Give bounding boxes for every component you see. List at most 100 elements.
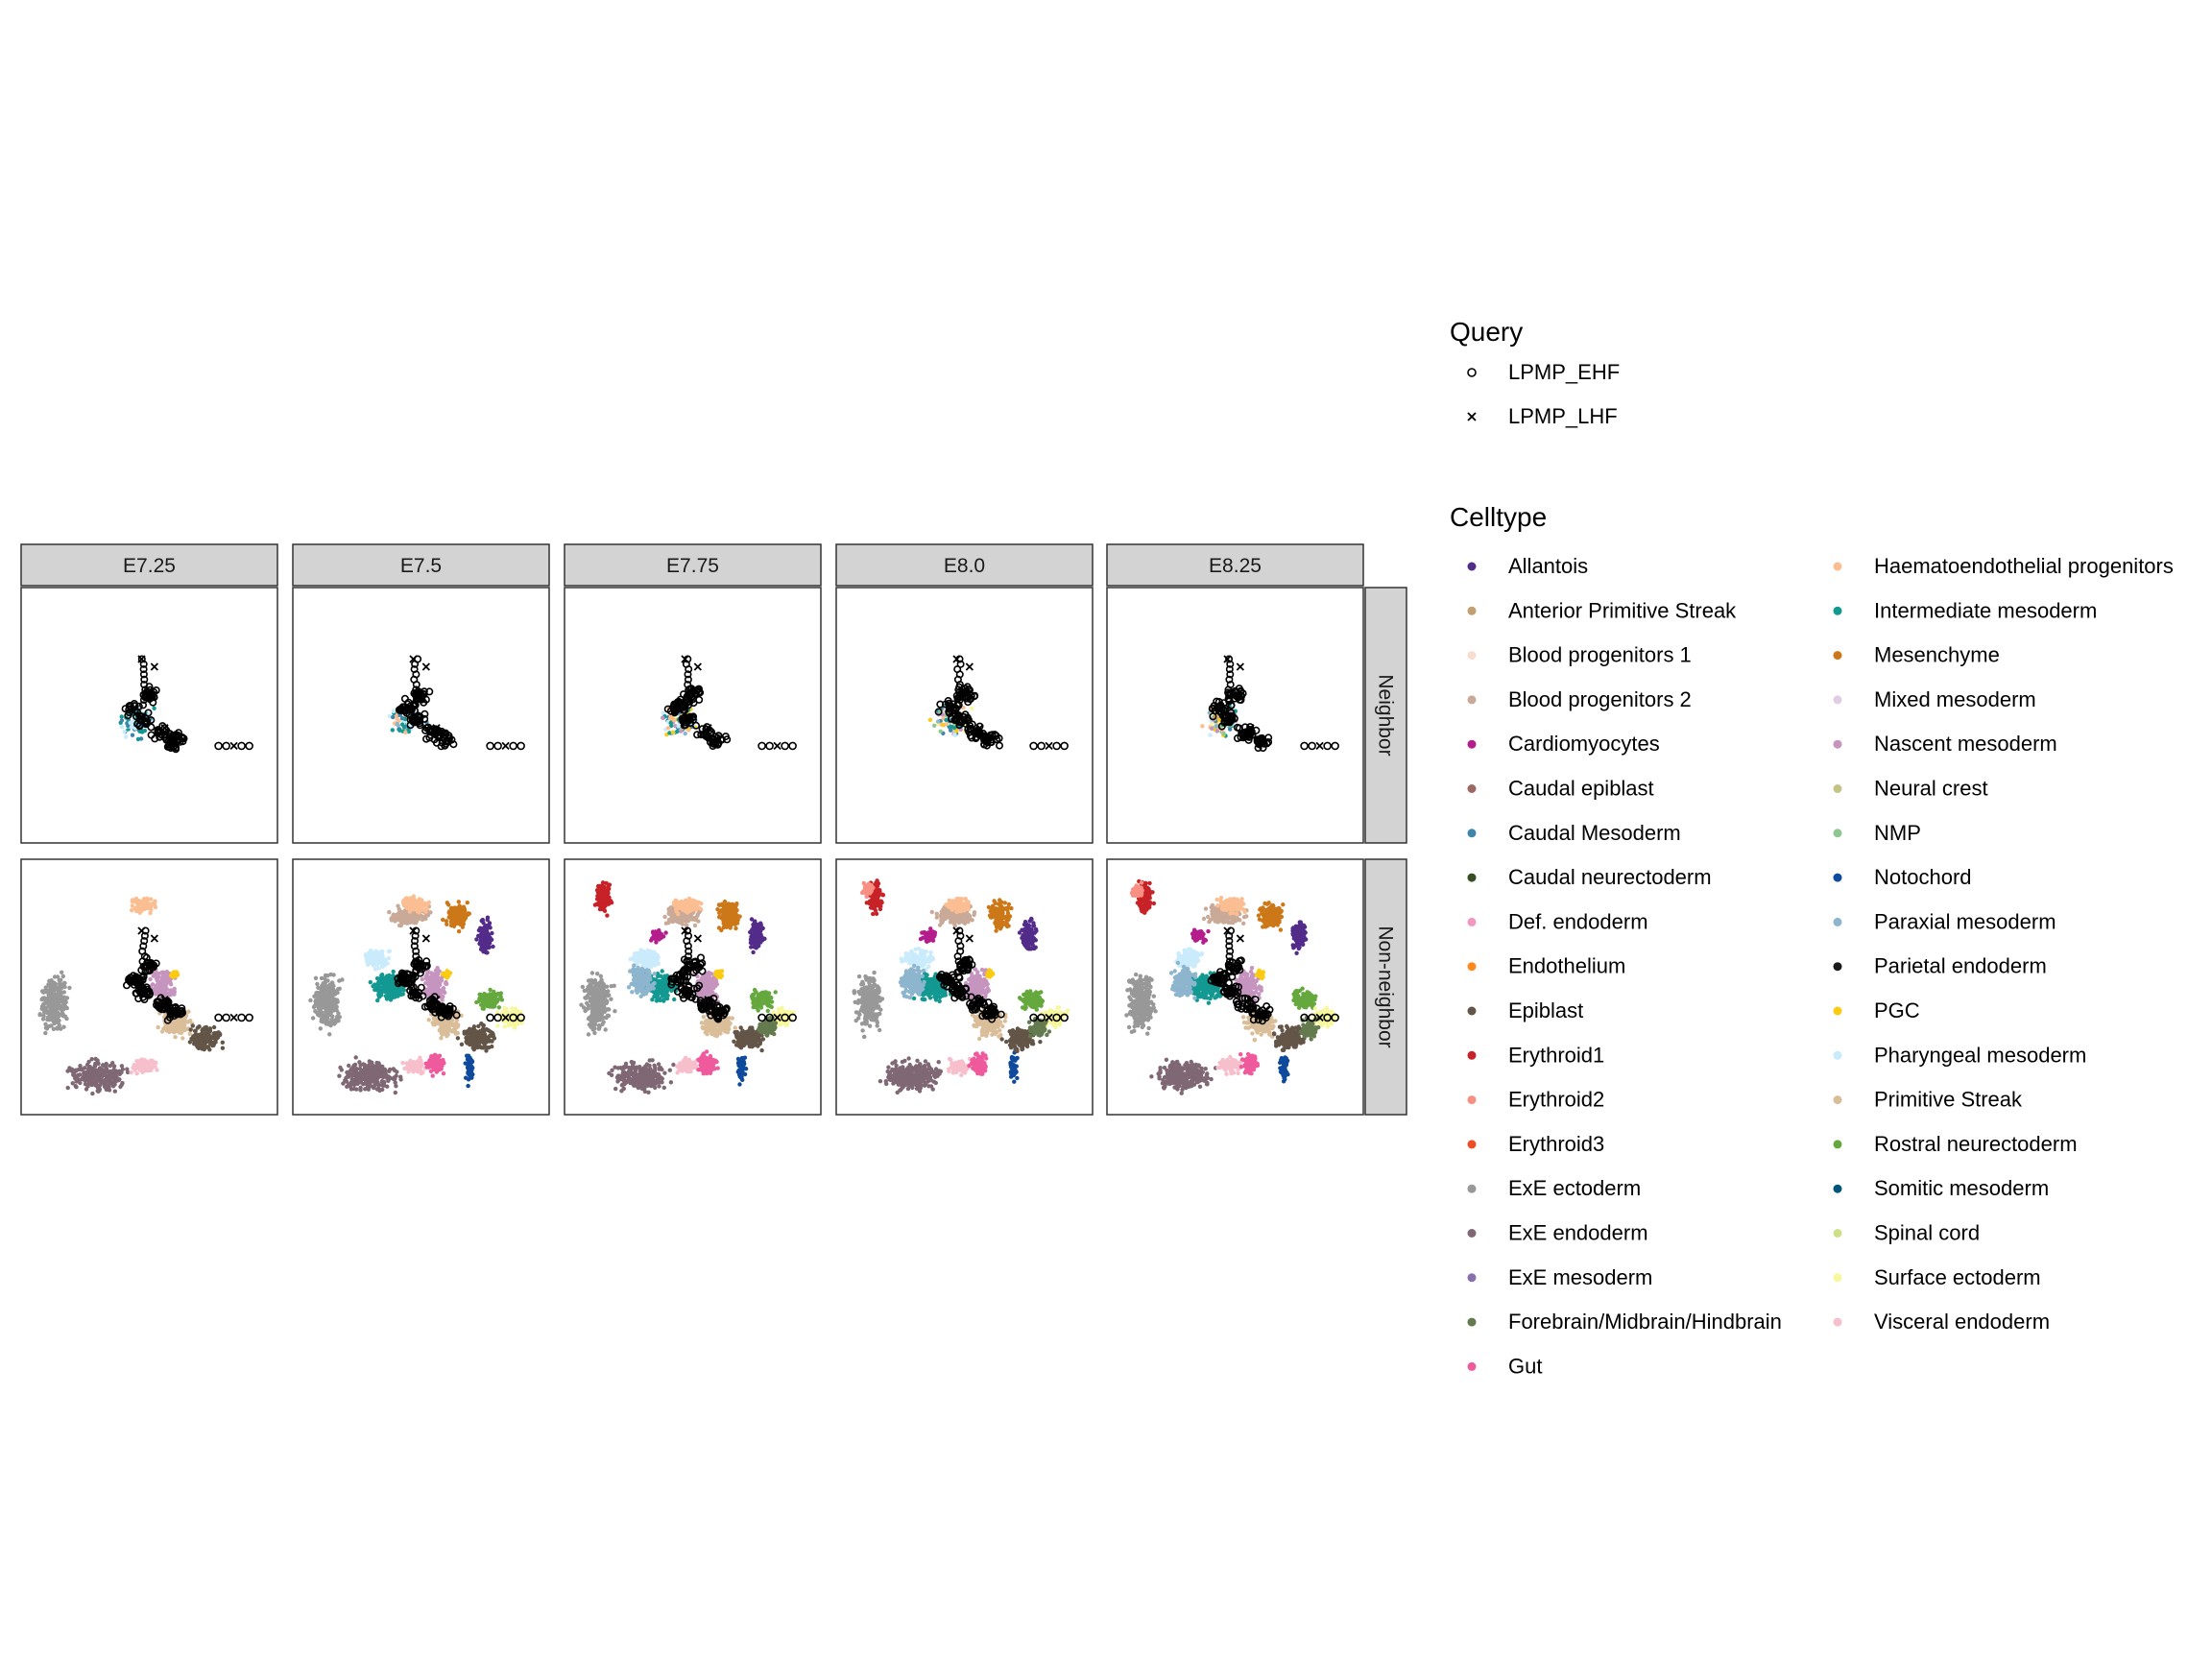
cell-point: [383, 1071, 389, 1077]
cell-point: [340, 977, 345, 982]
cell-point: [56, 1004, 61, 1009]
cell-point: [359, 1068, 365, 1073]
cell-point: [220, 1040, 225, 1046]
cell-point: [460, 919, 465, 925]
cell-point: [124, 734, 129, 739]
query-point-ehf: [134, 702, 143, 710]
cell-point: [464, 1075, 469, 1080]
cell-point: [128, 720, 132, 725]
query-point-lhf: [160, 724, 169, 733]
cell-point: [425, 976, 430, 981]
cell-point: [169, 974, 174, 978]
query-point-ehf: [245, 741, 253, 751]
cell-point: [474, 999, 479, 1005]
cell-point: [135, 1065, 140, 1070]
cell-point: [416, 1068, 421, 1072]
cell-point: [134, 1071, 139, 1076]
cell-point: [129, 1070, 133, 1075]
cell-point: [661, 715, 665, 720]
cell-point: [589, 971, 595, 975]
cell-point: [65, 1085, 70, 1091]
cell-point: [391, 709, 397, 713]
cell-point: [59, 970, 64, 974]
cell-point: [397, 923, 402, 928]
cell-point: [376, 954, 382, 959]
cell-point: [391, 1067, 396, 1071]
point-layer: [37, 896, 253, 1096]
cell-point: [592, 978, 598, 983]
cell-point: [481, 1040, 487, 1045]
cell-point: [484, 1048, 489, 1053]
query-point-ehf: [214, 741, 223, 751]
cell-point: [351, 1081, 356, 1086]
cell-point: [182, 1020, 188, 1024]
query-point-ehf: [125, 709, 133, 717]
cell-point: [481, 1026, 486, 1031]
cell-point: [366, 1063, 372, 1068]
cell-point: [60, 997, 64, 1001]
cell-point: [92, 1064, 98, 1069]
cell-point: [96, 1076, 102, 1082]
cell-point: [599, 984, 604, 989]
cell-point: [146, 1063, 151, 1068]
cell-point: [173, 1035, 178, 1040]
cell-point: [207, 1041, 213, 1046]
cell-point: [433, 973, 438, 977]
cell-point: [368, 979, 373, 985]
query-point-ehf: [139, 665, 148, 674]
cell-point: [386, 949, 392, 954]
cell-point: [40, 1017, 46, 1022]
cell-point: [487, 1034, 492, 1039]
cell-point: [444, 979, 448, 985]
cell-point: [135, 736, 141, 742]
cell-point: [502, 1024, 507, 1029]
cell-point: [217, 1031, 223, 1037]
cell-point: [119, 718, 125, 723]
facet-strip: [20, 543, 278, 587]
cell-point: [480, 1031, 485, 1036]
cell-point: [175, 1028, 180, 1034]
cell-point: [402, 919, 407, 924]
cell-point: [47, 1016, 52, 1021]
cell-point: [456, 928, 462, 934]
cell-point: [424, 906, 430, 911]
cell-point: [425, 970, 430, 974]
cell-point: [122, 729, 127, 733]
query-point-lhf: [229, 741, 238, 751]
cell-point: [51, 1003, 56, 1008]
cell-point: [433, 1063, 438, 1068]
cell-point: [103, 1070, 108, 1075]
cell-point: [612, 983, 616, 989]
cell-point: [404, 1061, 409, 1066]
cell-point: [60, 1004, 64, 1009]
cell-point: [496, 1005, 501, 1010]
cell-point: [372, 1083, 377, 1089]
cell-point: [598, 974, 603, 978]
cell-point: [379, 959, 384, 965]
cell-point: [139, 1064, 144, 1070]
cell-point: [437, 1053, 443, 1058]
cell-point: [400, 901, 406, 905]
cell-point: [595, 1018, 600, 1023]
cell-point: [149, 1068, 154, 1073]
cell-point: [148, 910, 153, 916]
cell-point: [48, 985, 53, 990]
cell-point: [481, 937, 486, 942]
cell-point: [423, 980, 428, 986]
cell-point: [610, 1068, 614, 1073]
cell-point: [441, 1071, 446, 1076]
cell-point: [657, 1073, 661, 1079]
cell-point: [329, 1020, 334, 1024]
cell-point: [665, 726, 671, 731]
cell-point: [64, 1005, 70, 1011]
cell-point: [600, 1008, 605, 1013]
cell-point: [476, 1023, 481, 1029]
cell-point: [671, 1062, 676, 1068]
cell-point: [160, 970, 165, 974]
cell-point: [419, 901, 424, 905]
cell-point: [116, 1077, 122, 1083]
cell-point: [598, 998, 603, 1004]
cell-point: [172, 1022, 177, 1028]
cell-point: [456, 900, 461, 904]
cell-point: [379, 993, 384, 998]
